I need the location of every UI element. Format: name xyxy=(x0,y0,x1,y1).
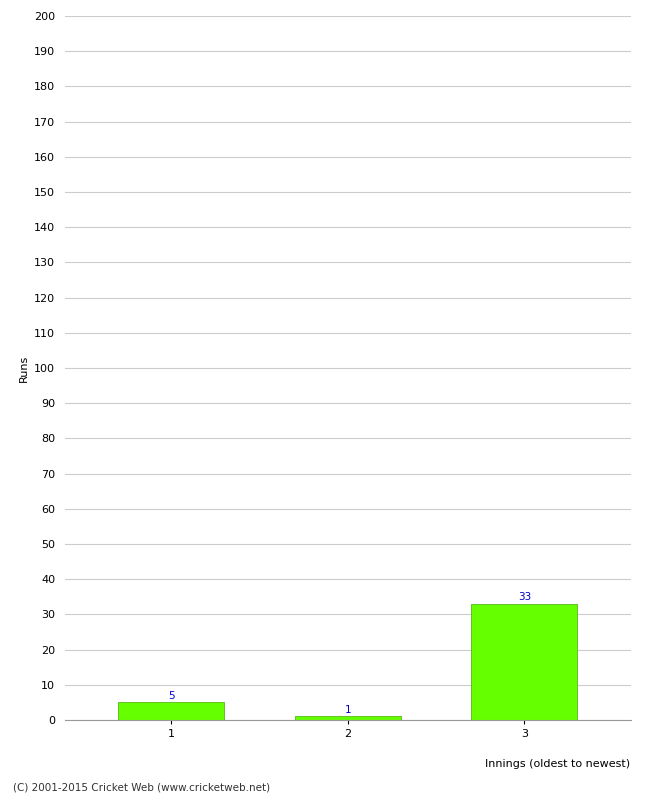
Text: Innings (oldest to newest): Innings (oldest to newest) xyxy=(486,758,630,769)
Y-axis label: Runs: Runs xyxy=(19,354,29,382)
Bar xyxy=(118,702,224,720)
Text: 1: 1 xyxy=(344,705,351,714)
Bar xyxy=(294,717,401,720)
Text: 5: 5 xyxy=(168,690,174,701)
Text: 33: 33 xyxy=(518,592,531,602)
Bar xyxy=(471,604,577,720)
Text: (C) 2001-2015 Cricket Web (www.cricketweb.net): (C) 2001-2015 Cricket Web (www.cricketwe… xyxy=(13,782,270,792)
